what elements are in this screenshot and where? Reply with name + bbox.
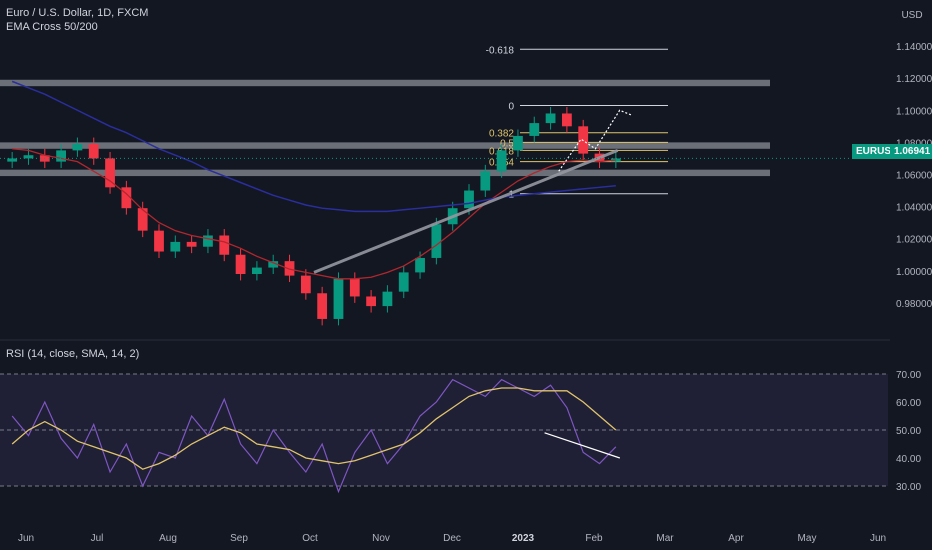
- price-tag: 1.06941: [890, 144, 932, 159]
- price-tick-label: 1.04000: [896, 203, 932, 214]
- candle-body: [23, 155, 34, 159]
- candle-body: [121, 187, 132, 209]
- symbol-title: Euro / U.S. Dollar, 1D, FXCM: [6, 7, 149, 19]
- fib-level-label: 0.382: [489, 129, 514, 140]
- rsi-pane: [0, 373, 888, 494]
- fib-level-label: -0.618: [486, 45, 515, 56]
- time-tick-label: Aug: [159, 533, 177, 544]
- price-tick-label: 0.98000: [896, 299, 932, 310]
- time-tick-label: Sep: [230, 533, 248, 544]
- candle-body: [284, 261, 295, 276]
- price-tick-label: 1.10000: [896, 106, 932, 117]
- candle-body: [154, 230, 164, 252]
- candle-body: [398, 272, 409, 292]
- time-tick-label: Jun: [870, 533, 886, 544]
- candle-body: [610, 158, 621, 162]
- candle-body: [382, 291, 393, 307]
- candle-body: [235, 254, 246, 274]
- candle-body: [480, 171, 491, 191]
- candle-body: [105, 158, 115, 188]
- rsi-tick-label: 60.00: [896, 398, 921, 409]
- candle-body: [186, 241, 197, 247]
- rsi-tick-label: 50.00: [896, 426, 921, 437]
- rsi-tick-label: 30.00: [896, 482, 921, 493]
- candle-body: [203, 235, 213, 247]
- rsi-tick-label: 70.00: [896, 370, 921, 381]
- price-tick-label: 1.06000: [896, 170, 932, 181]
- time-tick-label: Mar: [656, 533, 674, 544]
- resistance-zone: [0, 169, 770, 177]
- projection-path: [558, 109, 632, 172]
- candle-body: [137, 208, 148, 231]
- time-axis[interactable]: Jun Jul Aug Sep Oct Nov Dec 2023 Feb Mar Apr May Jun: [18, 533, 886, 544]
- time-tick-label: Jun: [18, 533, 34, 544]
- time-tick-label: May: [798, 533, 817, 544]
- candle-body: [317, 293, 328, 319]
- candle-body: [268, 261, 279, 268]
- candle-body: [252, 267, 262, 274]
- candle-body: [496, 150, 507, 172]
- resistance-zone: [0, 79, 770, 87]
- price-tick-label: 1.02000: [896, 235, 932, 246]
- time-tick-label: Nov: [372, 533, 390, 544]
- candle-body: [219, 235, 230, 255]
- time-tick-label: 2023: [512, 533, 535, 544]
- fib-level-label: 0: [508, 101, 514, 112]
- candle-body: [7, 158, 18, 162]
- fib-level-label: 0.5: [500, 138, 514, 149]
- ema-fast-line: [12, 148, 616, 280]
- candle-body: [431, 224, 442, 258]
- ema-slow-line: [11, 80, 616, 213]
- candle-body: [562, 113, 572, 127]
- candle-body: [545, 113, 556, 124]
- candle-body: [513, 135, 523, 151]
- price-tick-label: 1.08000: [896, 138, 932, 149]
- time-tick-label: Apr: [728, 533, 744, 544]
- candle-body: [72, 143, 83, 151]
- candle-body: [88, 143, 99, 159]
- currency-label: USD: [901, 10, 923, 21]
- indicator-label: EMA Cross 50/200: [6, 21, 98, 33]
- price-tick-label: 1.14000: [896, 42, 932, 53]
- candle-body: [366, 296, 376, 307]
- rsi-line: [11, 378, 617, 494]
- time-tick-label: Oct: [302, 533, 318, 544]
- rsi-tick-label: 40.00: [896, 454, 921, 465]
- rsi-ma-line: [11, 387, 617, 470]
- candle-body: [415, 257, 425, 273]
- candle-body: [529, 123, 540, 136]
- candle-body: [300, 275, 311, 294]
- candle-body: [333, 278, 344, 319]
- symbol-tag: EURUSD: [852, 144, 898, 159]
- time-tick-label: Dec: [443, 533, 461, 544]
- price-tick-label: 1.00000: [896, 267, 932, 278]
- candle-body: [464, 190, 474, 209]
- divergence-line: [544, 432, 621, 459]
- candle-body: [170, 241, 181, 252]
- trend-line: [313, 149, 619, 274]
- candle-body: [349, 278, 360, 297]
- price-axis[interactable]: 1.14000 1.12000 1.10000 1.08000 1.06000 1.040…: [896, 42, 932, 493]
- resistance-zone: [0, 142, 770, 149]
- price-tick-label: 1.12000: [896, 74, 932, 85]
- time-tick-label: Feb: [585, 533, 603, 544]
- candle-body: [56, 150, 66, 162]
- rsi-label: RSI (14, close, SMA, 14, 2): [6, 348, 140, 360]
- time-tick-label: Jul: [91, 533, 104, 544]
